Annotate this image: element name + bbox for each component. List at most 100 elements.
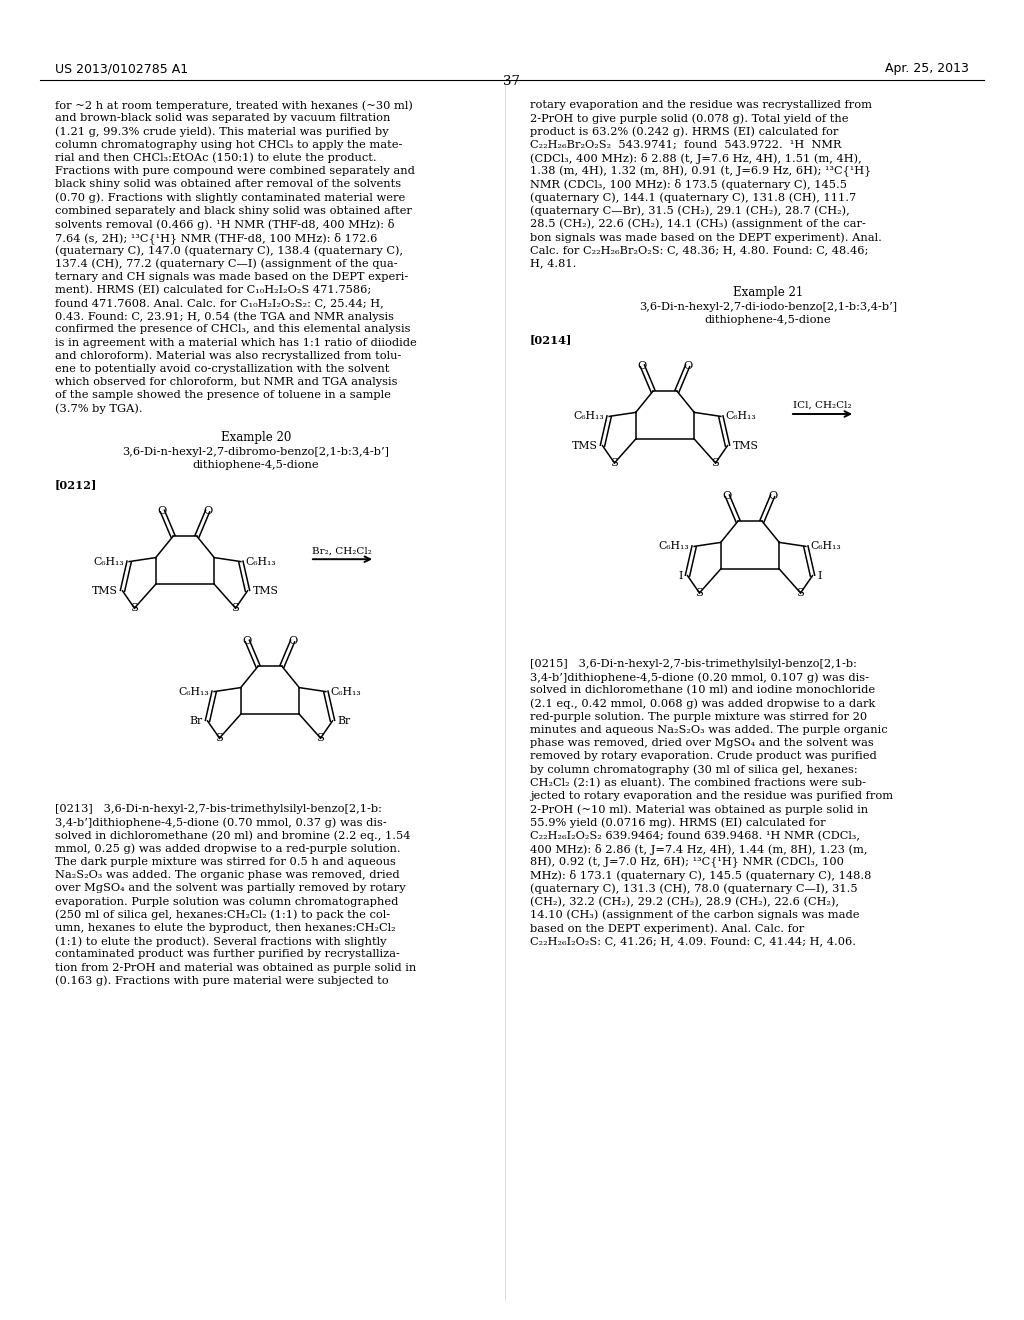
Text: 14.10 (CH₃) (assignment of the carbon signals was made: 14.10 (CH₃) (assignment of the carbon si… [530, 909, 859, 920]
Text: S: S [231, 603, 240, 612]
Text: O: O [288, 636, 297, 645]
Text: C₂₂H₂₆I₂O₂S: C, 41.26; H, 4.09. Found: C, 41.44; H, 4.06.: C₂₂H₂₆I₂O₂S: C, 41.26; H, 4.09. Found: C… [530, 936, 856, 946]
Text: (3.7% by TGA).: (3.7% by TGA). [55, 404, 142, 414]
Text: 1.38 (m, 4H), 1.32 (m, 8H), 0.91 (t, J=6.9 Hz, 6H); ¹³C{¹H}: 1.38 (m, 4H), 1.32 (m, 8H), 0.91 (t, J=6… [530, 166, 871, 177]
Text: 3,6-Di-n-hexyl-2,7-dibromo-benzo[2,1-b:3,4-b’]: 3,6-Di-n-hexyl-2,7-dibromo-benzo[2,1-b:3… [123, 446, 389, 457]
Text: Example 21: Example 21 [733, 285, 803, 298]
Text: Na₂S₂O₃ was added. The organic phase was removed, dried: Na₂S₂O₃ was added. The organic phase was… [55, 870, 399, 880]
Text: C₆H₁₃: C₆H₁₃ [658, 541, 689, 552]
Text: O: O [723, 491, 732, 500]
Text: C₆H₁₃: C₆H₁₃ [573, 412, 604, 421]
Text: S: S [130, 603, 138, 612]
Text: S: S [712, 458, 720, 469]
Text: Br: Br [338, 715, 350, 726]
Text: [0215]   3,6-Di-n-hexyl-2,7-bis-trimethylsilyl-benzo[2,1-b:: [0215] 3,6-Di-n-hexyl-2,7-bis-trimethyls… [530, 659, 857, 669]
Text: O: O [243, 636, 252, 645]
Text: solved in dichloromethane (10 ml) and iodine monochloride: solved in dichloromethane (10 ml) and io… [530, 685, 876, 696]
Text: CH₂Cl₂ (2:1) as eluant). The combined fractions were sub-: CH₂Cl₂ (2:1) as eluant). The combined fr… [530, 777, 866, 788]
Text: Fractions with pure compound were combined separately and: Fractions with pure compound were combin… [55, 166, 415, 176]
Text: (2.1 eq., 0.42 mmol, 0.068 g) was added dropwise to a dark: (2.1 eq., 0.42 mmol, 0.068 g) was added … [530, 698, 876, 709]
Text: NMR (CDCl₃, 100 MHz): δ 173.5 (quaternary C), 145.5: NMR (CDCl₃, 100 MHz): δ 173.5 (quaternar… [530, 180, 847, 190]
Text: 3,4-b’]dithiophene-4,5-dione (0.70 mmol, 0.37 g) was dis-: 3,4-b’]dithiophene-4,5-dione (0.70 mmol,… [55, 817, 387, 828]
Text: for ~2 h at room temperature, treated with hexanes (~30 ml): for ~2 h at room temperature, treated wi… [55, 100, 413, 111]
Text: TMS: TMS [91, 586, 118, 595]
Text: umn, hexanes to elute the byproduct, then hexanes:CH₂Cl₂: umn, hexanes to elute the byproduct, the… [55, 923, 395, 933]
Text: (quaternary C), 147.0 (quaternary C), 138.4 (quaternary C),: (quaternary C), 147.0 (quaternary C), 13… [55, 246, 403, 256]
Text: by column chromatography (30 ml of silica gel, hexanes:: by column chromatography (30 ml of silic… [530, 764, 858, 775]
Text: C₆H₁₃: C₆H₁₃ [246, 557, 276, 566]
Text: I: I [817, 570, 822, 581]
Text: C₆H₁₃: C₆H₁₃ [726, 412, 757, 421]
Text: C₂₂H₂₆I₂O₂S₂ 639.9464; found 639.9468. ¹H NMR (CDCl₃,: C₂₂H₂₆I₂O₂S₂ 639.9464; found 639.9468. ¹… [530, 830, 860, 841]
Text: TMS: TMS [571, 441, 597, 450]
Text: (250 ml of silica gel, hexanes:CH₂Cl₂ (1:1) to pack the col-: (250 ml of silica gel, hexanes:CH₂Cl₂ (1… [55, 909, 390, 920]
Text: S: S [610, 458, 618, 469]
Text: [0214]: [0214] [530, 334, 572, 345]
Text: TMS: TMS [732, 441, 759, 450]
Text: (1.21 g, 99.3% crude yield). This material was purified by: (1.21 g, 99.3% crude yield). This materi… [55, 127, 389, 137]
Text: S: S [316, 733, 325, 743]
Text: (CDCl₃, 400 MHz): δ 2.88 (t, J=7.6 Hz, 4H), 1.51 (m, 4H),: (CDCl₃, 400 MHz): δ 2.88 (t, J=7.6 Hz, 4… [530, 153, 862, 164]
Text: 7.64 (s, 2H); ¹³C{¹H} NMR (THF-d8, 100 MHz): δ 172.6: 7.64 (s, 2H); ¹³C{¹H} NMR (THF-d8, 100 M… [55, 232, 378, 244]
Text: [0212]: [0212] [55, 479, 97, 490]
Text: TMS: TMS [253, 586, 279, 595]
Text: over MgSO₄ and the solvent was partially removed by rotary: over MgSO₄ and the solvent was partially… [55, 883, 406, 894]
Text: (0.70 g). Fractions with slightly contaminated material were: (0.70 g). Fractions with slightly contam… [55, 193, 406, 203]
Text: (1:1) to elute the product). Several fractions with slightly: (1:1) to elute the product). Several fra… [55, 936, 386, 946]
Text: (0.163 g). Fractions with pure material were subjected to: (0.163 g). Fractions with pure material … [55, 975, 389, 986]
Text: O: O [203, 506, 212, 516]
Text: tion from 2-PrOH and material was obtained as purple solid in: tion from 2-PrOH and material was obtain… [55, 962, 416, 973]
Text: O: O [683, 360, 692, 371]
Text: ment). HRMS (EI) calculated for C₁₀H₂I₂O₂S 471.7586;: ment). HRMS (EI) calculated for C₁₀H₂I₂O… [55, 285, 372, 296]
Text: Calc. for C₂₂H₂₆Br₂O₂S: C, 48.36; H, 4.80. Found: C, 48.46;: Calc. for C₂₂H₂₆Br₂O₂S: C, 48.36; H, 4.8… [530, 246, 868, 255]
Text: 400 MHz): δ 2.86 (t, J=7.4 Hz, 4H), 1.44 (m, 8H), 1.23 (m,: 400 MHz): δ 2.86 (t, J=7.4 Hz, 4H), 1.44… [530, 843, 867, 855]
Text: I: I [678, 570, 682, 581]
Text: rotary evaporation and the residue was recrystallized from: rotary evaporation and the residue was r… [530, 100, 872, 110]
Text: dithiophene-4,5-dione: dithiophene-4,5-dione [705, 314, 831, 325]
Text: C₆H₁₃: C₆H₁₃ [811, 541, 842, 552]
Text: 2-PrOH to give purple solid (0.078 g). Total yield of the: 2-PrOH to give purple solid (0.078 g). T… [530, 114, 849, 124]
Text: [0213]   3,6-Di-n-hexyl-2,7-bis-trimethylsilyl-benzo[2,1-b:: [0213] 3,6-Di-n-hexyl-2,7-bis-trimethyls… [55, 804, 382, 814]
Text: rial and then CHCl₃:EtOAc (150:1) to elute the product.: rial and then CHCl₃:EtOAc (150:1) to elu… [55, 153, 377, 164]
Text: S: S [215, 733, 223, 743]
Text: (quaternary C), 144.1 (quaternary C), 131.8 (CH), 111.7: (quaternary C), 144.1 (quaternary C), 13… [530, 193, 856, 203]
Text: black shiny solid was obtained after removal of the solvents: black shiny solid was obtained after rem… [55, 180, 401, 189]
Text: 55.9% yield (0.0716 mg). HRMS (EI) calculated for: 55.9% yield (0.0716 mg). HRMS (EI) calcu… [530, 817, 825, 828]
Text: 3,4-b’]dithiophene-4,5-dione (0.20 mmol, 0.107 g) was dis-: 3,4-b’]dithiophene-4,5-dione (0.20 mmol,… [530, 672, 869, 682]
Text: bon signals was made based on the DEPT experiment). Anal.: bon signals was made based on the DEPT e… [530, 232, 882, 243]
Text: column chromatography using hot CHCl₃ to apply the mate-: column chromatography using hot CHCl₃ to… [55, 140, 402, 149]
Text: ene to potentially avoid co-crystallization with the solvent: ene to potentially avoid co-crystallizat… [55, 364, 389, 374]
Text: removed by rotary evaporation. Crude product was purified: removed by rotary evaporation. Crude pro… [530, 751, 877, 762]
Text: O: O [158, 506, 167, 516]
Text: The dark purple mixture was stirred for 0.5 h and aqueous: The dark purple mixture was stirred for … [55, 857, 396, 867]
Text: C₆H₁₃: C₆H₁₃ [331, 686, 361, 697]
Text: 0.43. Found: C, 23.91; H, 0.54 (the TGA and NMR analysis: 0.43. Found: C, 23.91; H, 0.54 (the TGA … [55, 312, 394, 322]
Text: S: S [797, 587, 805, 598]
Text: 137.4 (CH), 77.2 (quaternary C—I) (assignment of the qua-: 137.4 (CH), 77.2 (quaternary C—I) (assig… [55, 259, 397, 269]
Text: US 2013/0102785 A1: US 2013/0102785 A1 [55, 62, 188, 75]
Text: which observed for chloroform, but NMR and TGA analysis: which observed for chloroform, but NMR a… [55, 378, 397, 387]
Text: evaporation. Purple solution was column chromatographed: evaporation. Purple solution was column … [55, 896, 398, 907]
Text: of the sample showed the presence of toluene in a sample: of the sample showed the presence of tol… [55, 391, 391, 400]
Text: combined separately and black shiny solid was obtained after: combined separately and black shiny soli… [55, 206, 412, 215]
Text: based on the DEPT experiment). Anal. Calc. for: based on the DEPT experiment). Anal. Cal… [530, 923, 804, 933]
Text: Apr. 25, 2013: Apr. 25, 2013 [885, 62, 969, 75]
Text: H, 4.81.: H, 4.81. [530, 259, 577, 268]
Text: S: S [695, 587, 703, 598]
Text: phase was removed, dried over MgSO₄ and the solvent was: phase was removed, dried over MgSO₄ and … [530, 738, 873, 748]
Text: (quaternary C), 131.3 (CH), 78.0 (quaternary C—I), 31.5: (quaternary C), 131.3 (CH), 78.0 (quater… [530, 883, 858, 894]
Text: dithiophene-4,5-dione: dithiophene-4,5-dione [193, 459, 319, 470]
Text: (CH₂), 32.2 (CH₂), 29.2 (CH₂), 28.9 (CH₂), 22.6 (CH₂),: (CH₂), 32.2 (CH₂), 29.2 (CH₂), 28.9 (CH₂… [530, 896, 839, 907]
Text: mmol, 0.25 g) was added dropwise to a red-purple solution.: mmol, 0.25 g) was added dropwise to a re… [55, 843, 400, 854]
Text: C₆H₁₃: C₆H₁₃ [178, 686, 209, 697]
Text: C₂₂H₂₆Br₂O₂S₂  543.9741;  found  543.9722.  ¹H  NMR: C₂₂H₂₆Br₂O₂S₂ 543.9741; found 543.9722. … [530, 140, 842, 149]
Text: and chloroform). Material was also recrystallized from tolu-: and chloroform). Material was also recry… [55, 351, 401, 362]
Text: Example 20: Example 20 [221, 430, 291, 444]
Text: product is 63.2% (0.242 g). HRMS (EI) calculated for: product is 63.2% (0.242 g). HRMS (EI) ca… [530, 127, 839, 137]
Text: found 471.7608. Anal. Calc. for C₁₀H₂I₂O₂S₂: C, 25.44; H,: found 471.7608. Anal. Calc. for C₁₀H₂I₂O… [55, 298, 384, 308]
Text: solved in dichloromethane (20 ml) and bromine (2.2 eq., 1.54: solved in dichloromethane (20 ml) and br… [55, 830, 411, 841]
Text: confirmed the presence of CHCl₃, and this elemental analysis: confirmed the presence of CHCl₃, and thi… [55, 325, 411, 334]
Text: 8H), 0.92 (t, J=7.0 Hz, 6H); ¹³C{¹H} NMR (CDCl₃, 100: 8H), 0.92 (t, J=7.0 Hz, 6H); ¹³C{¹H} NMR… [530, 857, 844, 869]
Text: jected to rotary evaporation and the residue was purified from: jected to rotary evaporation and the res… [530, 791, 893, 801]
Text: contaminated product was further purified by recrystalliza-: contaminated product was further purifie… [55, 949, 400, 960]
